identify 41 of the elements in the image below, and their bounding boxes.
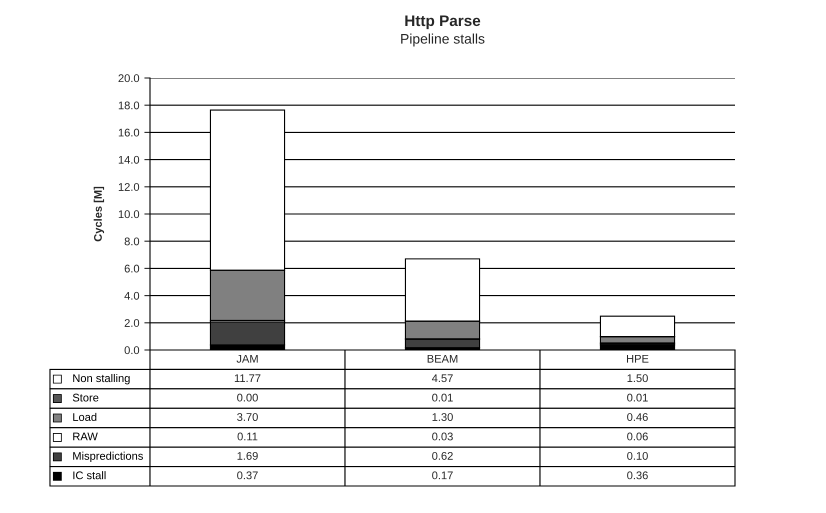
legend-label: Non stalling [73, 374, 130, 384]
y-tick-label: 18.0 [118, 101, 140, 110]
data-label: 0.00 [237, 394, 258, 402]
data-label: 3.70 [237, 413, 258, 421]
legend-label: RAW [73, 432, 98, 440]
data-label: 0.17 [432, 471, 453, 480]
data-label: 0.62 [432, 452, 453, 460]
data-label: 0.01 [432, 394, 453, 402]
y-tick-label: 0.0 [124, 346, 140, 354]
y-tick-label: 14.0 [118, 156, 140, 164]
data-label: 0.06 [627, 432, 648, 440]
y-tick-label: 10.0 [118, 210, 140, 218]
y-tick-label: 8.0 [124, 237, 140, 246]
data-label: 0.36 [627, 471, 648, 480]
data-label: 1.50 [628, 374, 648, 382]
data-label: 0.03 [432, 432, 453, 440]
data-label: 11.77 [234, 374, 260, 382]
x-tick-label: HPE [626, 354, 648, 363]
data-label: 0.01 [627, 394, 648, 402]
x-tick-label: BEAM [428, 354, 458, 363]
chart-subtitle: Pipeline stalls [401, 34, 484, 46]
y-tick-label: 6.0 [124, 264, 140, 273]
y-tick-label: 4.0 [124, 292, 140, 300]
y-axis-title: Cycles [M] [94, 186, 104, 242]
data-label: 1.30 [432, 413, 453, 421]
data-label: 0.37 [237, 471, 258, 480]
legend-label: Load [73, 412, 96, 421]
legend-label: IC stall [73, 471, 106, 480]
data-label: 0.46 [627, 413, 648, 421]
data-label: 4.57 [432, 374, 453, 382]
data-label: 1.69 [238, 452, 258, 460]
y-tick-label: 12.0 [118, 183, 140, 191]
y-tick-label: 20.0 [118, 74, 140, 82]
data-label: 0.10 [627, 452, 648, 460]
legend-label: Store [72, 394, 98, 402]
x-tick-label: JAM [236, 354, 258, 363]
data-label: 0.11 [238, 432, 258, 440]
legend-label: Mispredictions [73, 452, 143, 462]
y-tick-label: 16.0 [118, 128, 140, 137]
y-tick-label: 2.0 [124, 319, 140, 327]
chart-title: Http Parse [405, 15, 480, 30]
